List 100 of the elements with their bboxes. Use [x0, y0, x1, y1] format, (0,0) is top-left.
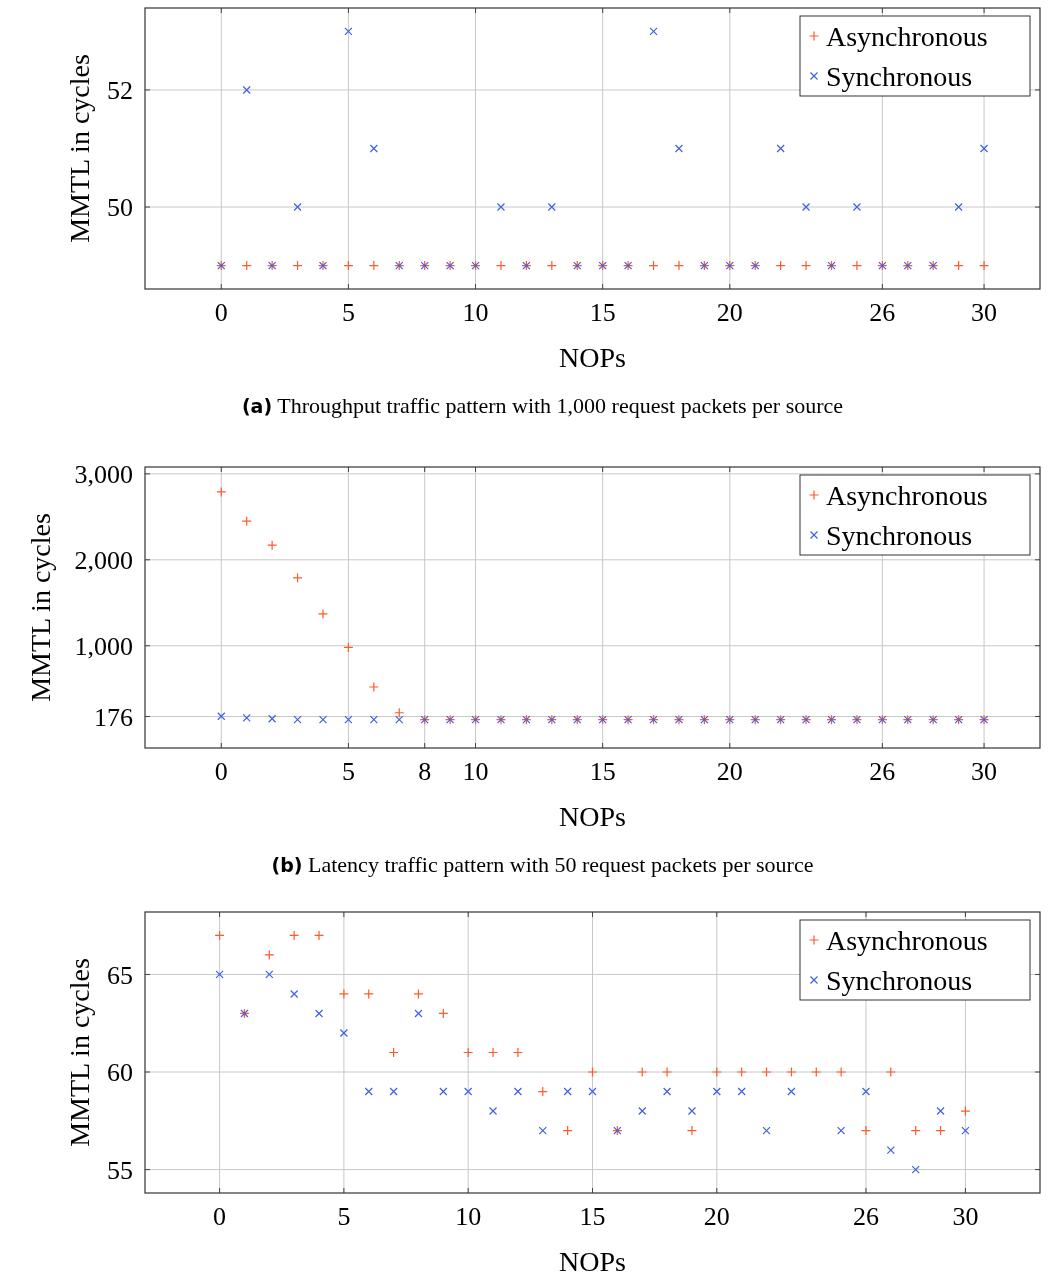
- y-axis-title: MMTL in cycles: [64, 54, 95, 243]
- legend-label: Asynchronous: [826, 924, 988, 956]
- point: [313, 930, 325, 941]
- point: [662, 1087, 672, 1096]
- point: [936, 1106, 945, 1116]
- point: [836, 1066, 847, 1078]
- point: [368, 681, 379, 693]
- y-tick-label: 65: [107, 960, 133, 990]
- y-tick-label: 3,000: [74, 459, 133, 489]
- point: [395, 715, 404, 724]
- point: [637, 1066, 648, 1078]
- x-tick-label: 0: [214, 757, 228, 786]
- point: [464, 1087, 473, 1096]
- point: [563, 1087, 572, 1096]
- x-tick-label: 20: [716, 298, 743, 327]
- legend-label: Synchronous: [826, 519, 973, 551]
- y-tick-label: 52: [107, 76, 133, 106]
- y-tick-label: 176: [94, 702, 133, 732]
- point: [837, 1126, 846, 1135]
- point: [736, 1066, 747, 1078]
- x-tick-label: 26: [869, 298, 896, 327]
- y-tick-label: 50: [107, 193, 133, 223]
- point: [363, 988, 374, 1000]
- point: [711, 1066, 722, 1078]
- point: [638, 1106, 647, 1116]
- x-tick-label: 10: [462, 757, 489, 786]
- x-axis-title: NOPs: [559, 801, 626, 832]
- x-tick-label: 26: [869, 757, 896, 786]
- point: [369, 144, 378, 153]
- point: [886, 1145, 895, 1155]
- x-tick-label: 10: [455, 1202, 482, 1231]
- point: [339, 1028, 348, 1038]
- point: [737, 1087, 746, 1096]
- point: [389, 1087, 398, 1096]
- point: [290, 989, 299, 999]
- point: [686, 1125, 698, 1136]
- point: [960, 1105, 971, 1117]
- point: [317, 608, 329, 620]
- point: [776, 144, 785, 153]
- point: [786, 1066, 797, 1078]
- y-axis-title: MMTL in cycles: [64, 958, 95, 1147]
- point: [487, 1047, 499, 1058]
- point: [811, 1066, 822, 1078]
- x-tick-label: 15: [579, 1202, 606, 1231]
- point: [787, 1087, 796, 1096]
- x-tick-label: 15: [589, 757, 616, 786]
- point: [861, 1087, 871, 1096]
- point: [762, 1126, 771, 1135]
- point: [496, 202, 506, 212]
- x-tick-label: 0: [214, 298, 228, 327]
- y-tick-label: 2,000: [74, 545, 133, 575]
- point: [712, 1087, 721, 1096]
- point: [242, 713, 251, 723]
- point: [588, 1087, 597, 1096]
- y-tick-label: 60: [107, 1058, 133, 1088]
- legend-label: Synchronous: [826, 60, 973, 92]
- point: [314, 1009, 324, 1018]
- x-tick-label: 20: [703, 1202, 730, 1231]
- point: [439, 1087, 448, 1096]
- x-tick-label: 8: [418, 757, 432, 786]
- legend-label: Asynchronous: [826, 20, 988, 52]
- point: [852, 202, 862, 212]
- point: [761, 1066, 772, 1078]
- x-tick-label: 5: [341, 298, 355, 327]
- y-tick-label: 55: [107, 1155, 133, 1185]
- point: [369, 715, 378, 724]
- point: [978, 260, 990, 271]
- y-tick-label: 1,000: [74, 631, 133, 661]
- point: [344, 715, 353, 724]
- text: (a) Throughput traffic pattern with 1,000 request packets per source: [241, 393, 844, 418]
- point: [344, 27, 353, 36]
- point: [979, 144, 989, 153]
- point: [801, 202, 811, 212]
- point: [538, 1126, 547, 1135]
- point: [293, 715, 302, 724]
- point: [293, 202, 302, 212]
- x-tick-label: 0: [213, 1202, 227, 1231]
- x-tick-label: 10: [462, 298, 489, 327]
- point: [961, 1126, 970, 1135]
- point: [217, 712, 226, 721]
- point: [267, 540, 278, 551]
- text: (b) Latency traffic pattern with 50 request packets per source: [271, 852, 814, 877]
- point: [851, 260, 863, 271]
- point: [512, 1047, 524, 1058]
- x-tick-label: 26: [852, 1202, 879, 1231]
- point: [911, 1165, 920, 1174]
- legend-label: Asynchronous: [826, 479, 988, 511]
- legend-label: Synchronous: [826, 964, 973, 996]
- point: [364, 1087, 373, 1096]
- point: [661, 1066, 673, 1078]
- point: [649, 27, 658, 36]
- point: [800, 260, 812, 271]
- point: [216, 486, 227, 498]
- point: [241, 516, 252, 527]
- point: [547, 202, 556, 212]
- x-axis-title: NOPs: [559, 1246, 626, 1277]
- y-axis-title: MMTL in cycles: [25, 513, 56, 702]
- x-tick-label: 30: [952, 1202, 979, 1231]
- point: [264, 949, 275, 961]
- point: [954, 202, 963, 212]
